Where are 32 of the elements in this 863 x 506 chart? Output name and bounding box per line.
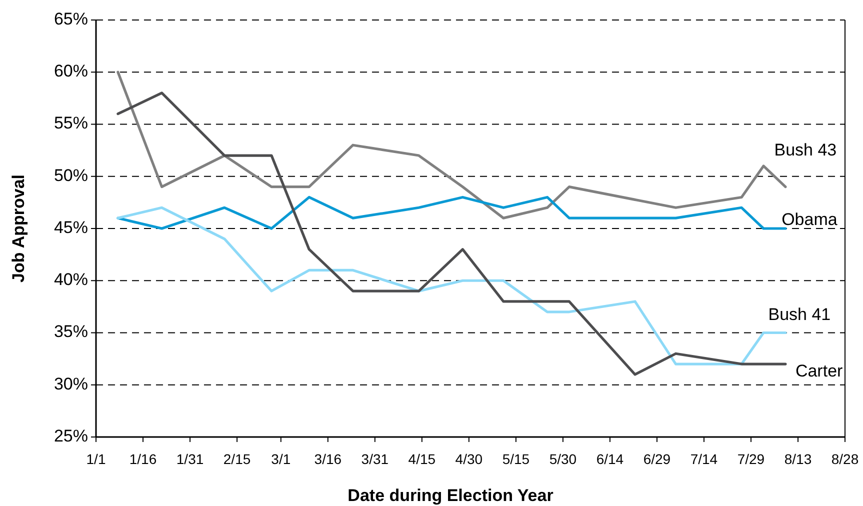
x-tick-label: 6/29 — [643, 451, 671, 467]
series-label: Bush 43 — [774, 140, 837, 160]
y-tick-label: 30% — [54, 374, 88, 394]
y-tick-label: 60% — [54, 62, 88, 81]
x-tick-label: 1/31 — [176, 451, 204, 467]
x-axis-title: Date during Election Year — [348, 486, 554, 505]
y-tick-label: 50% — [54, 166, 88, 185]
series-label: Bush 41 — [768, 305, 831, 324]
x-tick-label: 8/28 — [831, 451, 859, 467]
x-tick-label: 1/16 — [129, 451, 157, 467]
x-tick-label: 2/15 — [223, 451, 251, 467]
y-tick-label: 35% — [54, 322, 88, 342]
x-tick-label: 8/13 — [784, 451, 812, 467]
x-tick-label: 3/1 — [271, 451, 291, 467]
y-tick-label: 55% — [54, 114, 88, 133]
x-tick-label: 7/14 — [690, 451, 718, 467]
x-tick-label: 3/16 — [314, 451, 342, 467]
y-tick-label: 45% — [54, 218, 88, 237]
series-label: Carter — [795, 362, 844, 381]
x-tick-label: 7/29 — [737, 451, 765, 467]
y-tick-label: 25% — [54, 426, 88, 446]
x-tick-label: 3/31 — [361, 451, 389, 467]
series-label: Obama — [782, 210, 838, 229]
y-tick-label: 65% — [54, 9, 88, 28]
y-axis-title: Job Approval — [9, 174, 28, 282]
x-tick-label: 1/1 — [86, 451, 106, 467]
x-tick-label: 4/15 — [408, 451, 436, 467]
x-tick-label: 5/30 — [549, 451, 577, 467]
x-tick-label: 5/15 — [502, 451, 530, 467]
x-tick-label: 6/14 — [596, 451, 624, 467]
y-tick-label: 40% — [54, 270, 88, 290]
x-tick-label: 4/30 — [455, 451, 483, 467]
